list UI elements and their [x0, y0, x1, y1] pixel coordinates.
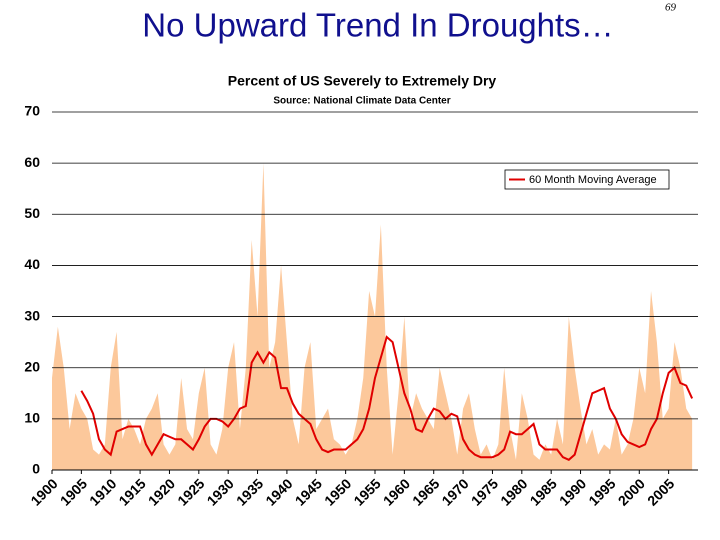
x-tick-label: 1980 — [497, 475, 530, 508]
chart-title: Percent of US Severely to Extremely Dry — [228, 73, 497, 89]
slide-title: No Upward Trend In Droughts… — [142, 7, 613, 44]
legend-label: 60 Month Moving Average — [529, 174, 657, 186]
x-tick-label: 1965 — [409, 475, 442, 508]
x-tick-label: 1915 — [115, 475, 148, 508]
x-tick-label: 2005 — [644, 475, 677, 508]
line — [80, 335, 694, 461]
x-tick-label: 1940 — [262, 475, 295, 508]
x-tick-label: 1950 — [321, 475, 354, 508]
x-tick-label: 1910 — [86, 475, 119, 508]
x-tick-label: 2000 — [615, 475, 648, 508]
x-tick-label: 1905 — [57, 475, 90, 508]
x-tick-label: 1900 — [27, 475, 60, 508]
x-tick-label: 1995 — [585, 475, 618, 508]
page-number: 69 — [665, 2, 677, 14]
legend-box — [504, 169, 670, 190]
y-tick-label: 30 — [24, 307, 40, 323]
x-tick-label: 1970 — [438, 475, 471, 508]
x-tick-label: 1990 — [556, 475, 589, 508]
x-tick-label: 1985 — [527, 475, 560, 508]
y-tick-label: 60 — [24, 154, 40, 170]
y-tick-label: 50 — [24, 205, 40, 221]
y-tick-label: 40 — [24, 256, 40, 272]
chart-subtitle: Source: National Climate Data Center — [273, 96, 450, 107]
x-tick-label: 1925 — [174, 475, 207, 508]
y-tick-label: 20 — [24, 358, 40, 374]
x-tick-label: 1955 — [350, 475, 383, 508]
y-tick-label: 0 — [32, 461, 40, 477]
x-tick-label: 1945 — [292, 475, 325, 508]
x-tick-label: 1975 — [468, 475, 501, 508]
y-tick-label: 10 — [24, 410, 40, 426]
x-tick-label: 1960 — [380, 475, 413, 508]
x-tick-label: 1920 — [145, 475, 178, 508]
x-tick-label: 1930 — [204, 475, 237, 508]
y-tick-label: 70 — [24, 103, 40, 119]
x-tick-label: 1935 — [233, 475, 266, 508]
